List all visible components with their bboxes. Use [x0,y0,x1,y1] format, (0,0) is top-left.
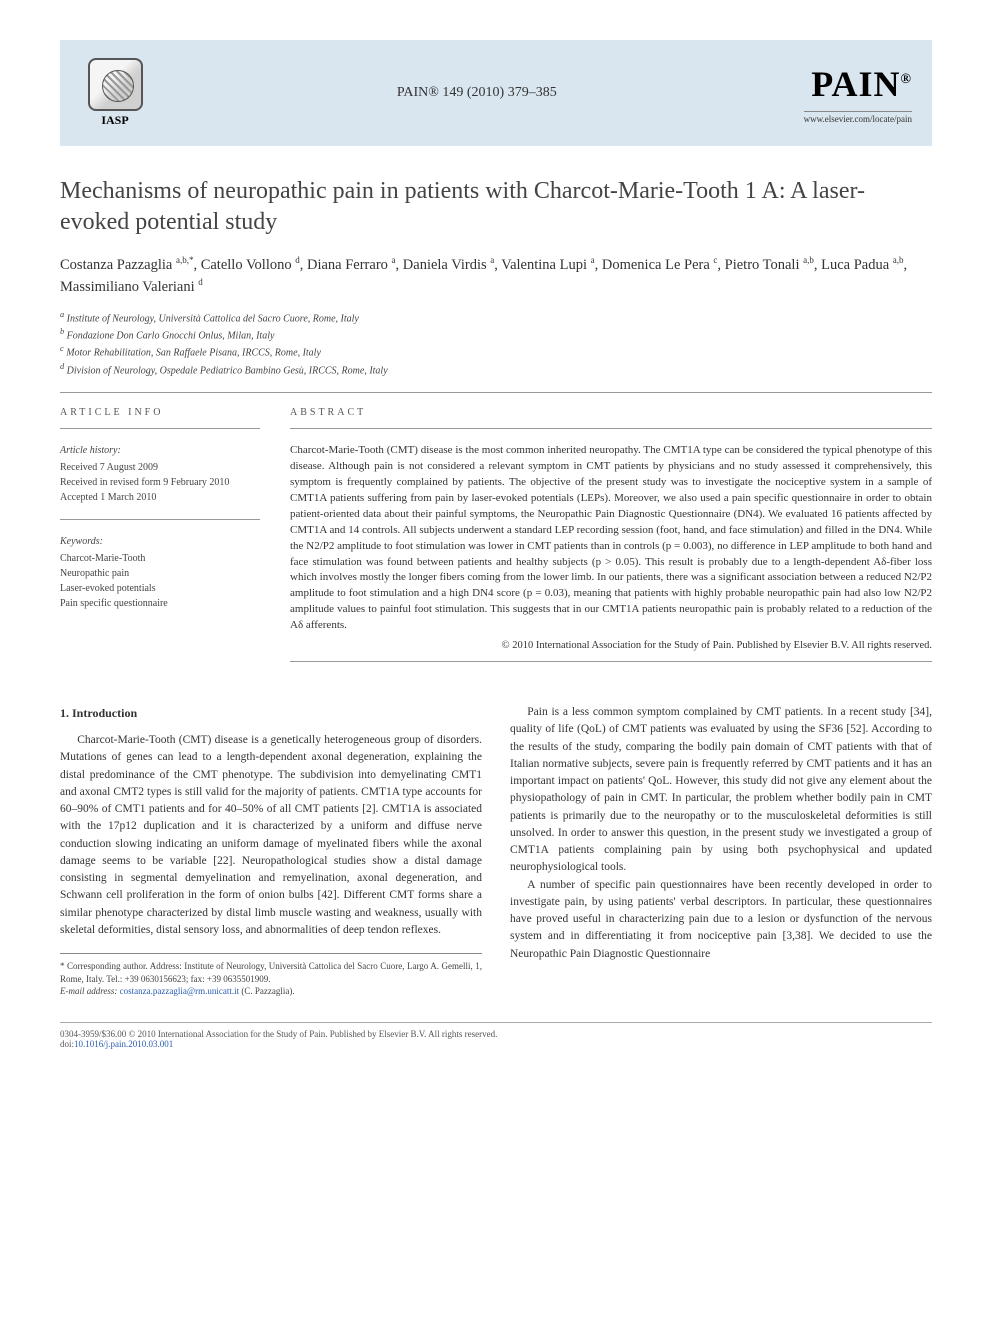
history-line: Accepted 1 March 2010 [60,490,260,505]
pain-logo-text: PAIN [811,64,900,104]
keyword: Laser-evoked potentials [60,581,260,596]
body-paragraph: Charcot-Marie-Tooth (CMT) disease is a g… [60,732,482,939]
doi-value[interactable]: 10.1016/j.pain.2010.03.001 [74,1039,173,1049]
footer-doi: doi:10.1016/j.pain.2010.03.001 [60,1039,932,1049]
correspondence: * Corresponding author. Address: Institu… [60,960,482,985]
divider [60,428,260,429]
meta-row: ARTICLE INFO Article history: Received 7… [60,407,932,676]
journal-reference: PAIN® 149 (2010) 379–385 [150,85,804,101]
affiliations: a Institute of Neurology, Università Cat… [60,309,932,378]
registered-icon: ® [901,72,912,87]
keyword: Charcot-Marie-Tooth [60,551,260,566]
author-list: Costanza Pazzaglia a,b,*, Catello Vollon… [60,254,932,296]
abstract-block: ABSTRACT Charcot-Marie-Tooth (CMT) disea… [290,407,932,676]
affiliation-line: b Fondazione Don Carlo Gnocchi Onlus, Mi… [60,326,932,343]
article-title: Mechanisms of neuropathic pain in patien… [60,176,932,238]
history-line: Received in revised form 9 February 2010 [60,475,260,490]
divider [60,392,932,393]
iasp-label: IASP [101,113,128,128]
email-line: E-mail address: costanza.pazzaglia@rm.un… [60,985,482,998]
footer-copyright: 0304-3959/$36.00 © 2010 International As… [60,1029,932,1039]
keyword: Pain specific questionnaire [60,596,260,611]
pain-logo-block: PAIN® www.elsevier.com/locate/pain [804,63,912,124]
divider [60,519,260,520]
article-body: 1. Introduction Charcot-Marie-Tooth (CMT… [60,704,932,998]
divider [290,661,932,662]
article-history: Article history: Received 7 August 2009R… [60,443,260,505]
article-info: ARTICLE INFO Article history: Received 7… [60,407,260,676]
email-label: E-mail address: [60,986,117,996]
iasp-logo: IASP [80,58,150,128]
globe-icon [88,58,143,111]
copyright: © 2010 International Association for the… [290,640,932,651]
affiliation-line: d Division of Neurology, Ospedale Pediat… [60,361,932,378]
page-footer: 0304-3959/$36.00 © 2010 International As… [60,1022,932,1049]
section-heading: 1. Introduction [60,704,482,722]
article-info-heading: ARTICLE INFO [60,407,260,418]
email-person: (C. Pazzaglia). [241,986,294,996]
body-paragraph: A number of specific pain questionnaires… [510,877,932,963]
keyword: Neuropathic pain [60,566,260,581]
keywords-label: Keywords: [60,534,260,549]
email-address[interactable]: costanza.pazzaglia@rm.unicatt.it [120,986,239,996]
pain-logo: PAIN® [804,63,912,105]
body-paragraph: Pain is a less common symptom complained… [510,704,932,877]
affiliation-line: c Motor Rehabilitation, San Raffaele Pis… [60,343,932,360]
history-line: Received 7 August 2009 [60,460,260,475]
history-label: Article history: [60,443,260,458]
corresponding-author-footnote: * Corresponding author. Address: Institu… [60,953,482,998]
abstract-heading: ABSTRACT [290,407,932,418]
keywords-block: Keywords: Charcot-Marie-ToothNeuropathic… [60,534,260,611]
divider [290,428,932,429]
abstract-text: Charcot-Marie-Tooth (CMT) disease is the… [290,443,932,634]
elsevier-link[interactable]: www.elsevier.com/locate/pain [804,111,912,124]
header-center: PAIN® 149 (2010) 379–385 [150,85,804,101]
doi-label: doi: [60,1039,74,1049]
journal-header: IASP PAIN® 149 (2010) 379–385 PAIN® www.… [60,40,932,146]
affiliation-line: a Institute of Neurology, Università Cat… [60,309,932,326]
